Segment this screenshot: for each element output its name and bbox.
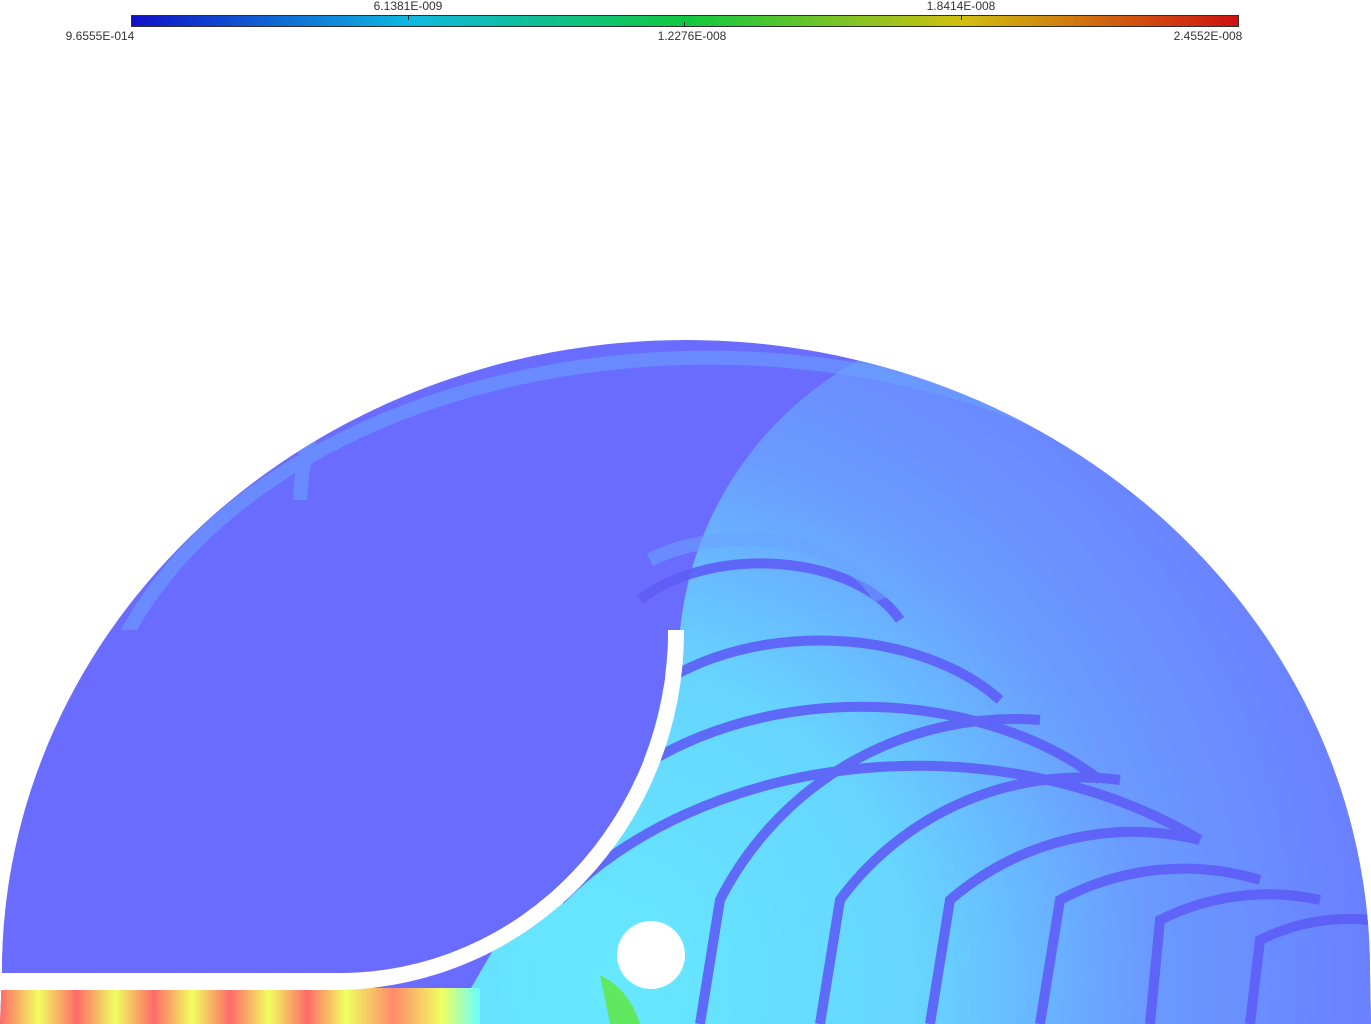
color-legend-max-label: 2.4552E-008	[1173, 29, 1243, 43]
circular-scatterer	[617, 921, 685, 989]
color-legend-mid-label: 1.2276E-008	[657, 29, 727, 43]
color-legend-tick	[408, 15, 409, 20]
color-legend-top-label: 6.1381E-009	[373, 0, 443, 13]
color-legend-tick	[684, 22, 685, 27]
color-legend-tick	[961, 15, 962, 20]
color-legend-min-label: 9.6555E-014	[65, 29, 135, 43]
color-legend: 6.1381E-009 1.8414E-008 9.6555E-014 1.22…	[0, 0, 1371, 50]
color-legend-top-label: 1.8414E-008	[926, 0, 996, 13]
